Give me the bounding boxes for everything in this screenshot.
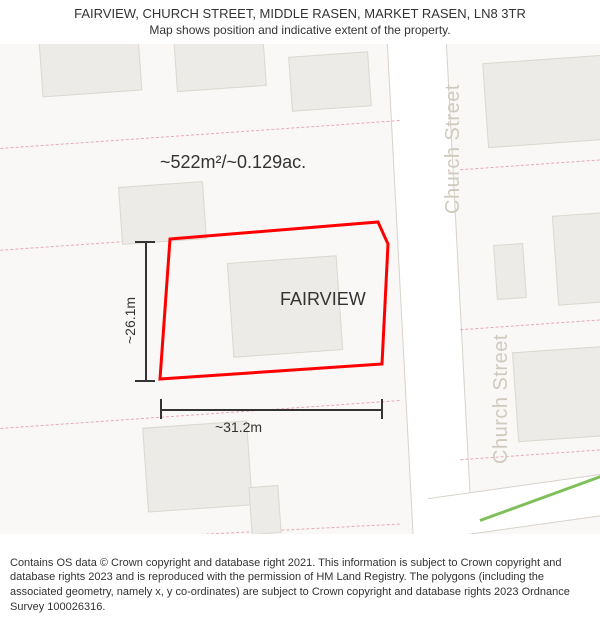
- property-name-label: FAIRVIEW: [280, 289, 366, 310]
- street-label-1: Church Street: [442, 84, 465, 214]
- map-canvas: Church Street Church Street FAIRVIEW ~52…: [0, 44, 600, 534]
- dim-width-line: [160, 409, 382, 411]
- dim-width-label: ~31.2m: [215, 419, 262, 435]
- header-subtitle: Map shows position and indicative extent…: [10, 23, 590, 37]
- dim-width-cap-left: [160, 399, 162, 419]
- header: FAIRVIEW, CHURCH STREET, MIDDLE RASEN, M…: [0, 0, 600, 41]
- dim-height-cap-bottom: [135, 380, 155, 382]
- dim-width-cap-right: [381, 399, 383, 419]
- dim-height-line: [145, 241, 147, 381]
- area-label: ~522m²/~0.129ac.: [160, 152, 306, 173]
- dim-height-cap-top: [135, 241, 155, 243]
- dim-height-label: ~26.1m: [122, 297, 138, 344]
- footer-attribution: Contains OS data © Crown copyright and d…: [0, 550, 600, 625]
- street-label-2: Church Street: [490, 334, 513, 464]
- header-address: FAIRVIEW, CHURCH STREET, MIDDLE RASEN, M…: [10, 6, 590, 21]
